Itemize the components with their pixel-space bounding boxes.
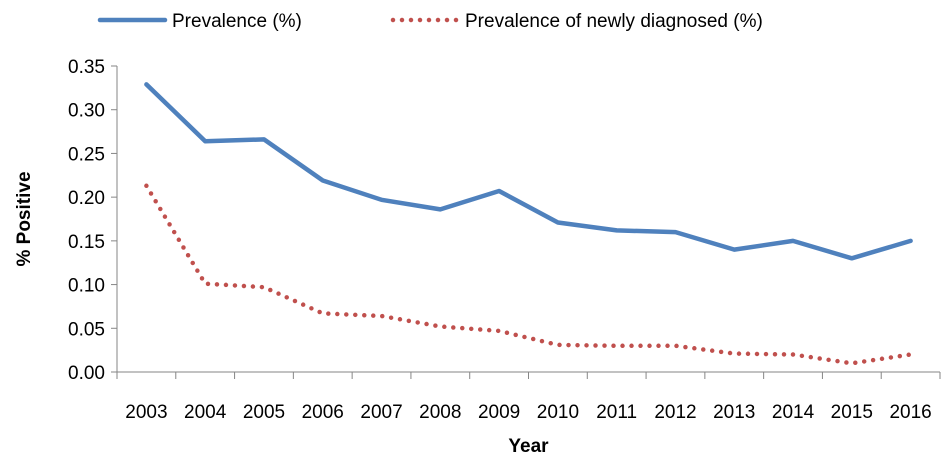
legend-label: Prevalence of newly diagnosed (%) xyxy=(465,11,763,32)
x-tick-label: 2008 xyxy=(419,402,461,423)
series-line-prevalence xyxy=(144,82,913,261)
y-tick-label: 0.05 xyxy=(68,319,105,340)
x-tick-label: 2011 xyxy=(596,402,637,423)
y-axis-title: % Positive xyxy=(14,171,35,266)
x-tick-label: 2013 xyxy=(713,402,755,423)
y-tick-label: 0.10 xyxy=(68,276,105,297)
x-tick-label: 2016 xyxy=(889,402,931,423)
y-axis: 0.00 0.05 0.10 0.15 0.20 0.25 0.30 0.35 xyxy=(68,57,118,384)
y-tick-label: 0.25 xyxy=(68,144,105,165)
x-tick-label: 2003 xyxy=(125,402,167,423)
y-tick-label: 0.20 xyxy=(68,188,105,209)
x-tick-label: 2004 xyxy=(184,402,227,423)
y-tick-label: 0.15 xyxy=(68,232,105,253)
x-tick-label: 2006 xyxy=(302,402,344,423)
series-layer xyxy=(144,82,913,366)
x-axis-title: Year xyxy=(508,436,549,457)
x-tick-label: 2014 xyxy=(772,402,815,423)
x-tick-label: 2012 xyxy=(654,402,696,423)
x-tick-label: 2005 xyxy=(243,402,285,423)
x-axis: 2003 2004 2005 2006 2007 2008 2009 2010 2011 2012… xyxy=(116,371,941,423)
y-tick-label: 0.35 xyxy=(68,57,105,78)
x-tick-label: 2009 xyxy=(478,402,520,423)
x-tick-label: 2007 xyxy=(360,402,402,423)
y-tick-label: 0.00 xyxy=(68,363,105,384)
legend: Prevalence (%) Prevalence of newly diagno… xyxy=(97,11,763,32)
series-line-newly-diagnosed xyxy=(144,183,913,366)
y-tick-label: 0.30 xyxy=(68,101,105,122)
x-tick-label: 2010 xyxy=(537,402,579,423)
legend-label: Prevalence (%) xyxy=(172,11,302,32)
x-tick-label: 2015 xyxy=(831,402,873,423)
